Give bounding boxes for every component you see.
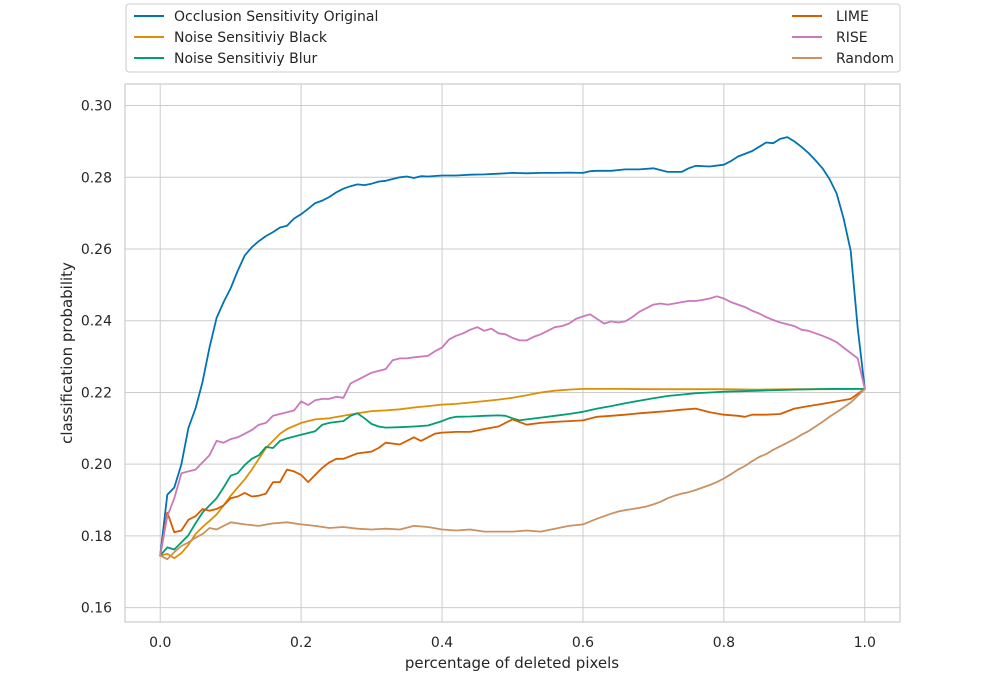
x-tick-label: 0.0	[149, 635, 171, 651]
grid	[125, 84, 900, 622]
y-tick-label: 0.30	[81, 99, 112, 115]
plot-area	[124, 83, 901, 623]
x-axis-label: percentage of deleted pixels	[405, 654, 619, 672]
legend-label: RISE	[836, 30, 868, 46]
y-tick-label: 0.28	[81, 170, 112, 186]
legend-box	[125, 3, 901, 73]
x-tick-label: 0.8	[713, 635, 735, 651]
y-tick-label: 0.20	[81, 457, 112, 473]
series-line-rise	[159, 295, 866, 557]
x-tick-labels: 0.0 0.2 0.4 0.6 0.8 1.0	[149, 635, 876, 651]
series-line-random	[159, 387, 866, 561]
y-axis-label: classification probability	[58, 262, 76, 444]
legend-label: Noise Sensitiviy Black	[174, 30, 328, 46]
series-line-noise-sensitiviy-blur	[159, 387, 866, 557]
series-line-noise-sensitiviy-black	[159, 387, 866, 560]
legend-label: Occlusion Sensitivity Original	[174, 9, 378, 25]
y-tick-label: 0.16	[81, 601, 112, 617]
y-tick-label: 0.24	[81, 314, 112, 330]
x-tick-label: 1.0	[854, 635, 876, 651]
y-tick-label: 0.26	[81, 242, 112, 258]
legend-label: Random	[836, 51, 894, 67]
y-tick-label: 0.22	[81, 385, 112, 401]
series-line-lime	[159, 387, 866, 557]
y-tick-label: 0.18	[81, 529, 112, 545]
plot-frame	[124, 83, 901, 623]
series-lines	[159, 136, 866, 561]
legend-label: Noise Sensitiviy Blur	[174, 51, 317, 67]
x-tick-label: 0.4	[431, 635, 453, 651]
x-tick-label: 0.6	[572, 635, 594, 651]
legend: Occlusion Sensitivity Original Noise Sens…	[125, 3, 901, 73]
legend-label: LIME	[836, 9, 869, 25]
x-tick-label: 0.2	[290, 635, 312, 651]
y-tick-labels: 0.16 0.18 0.20 0.22 0.24 0.26 0.28 0.30	[81, 99, 112, 617]
series-line-occlusion-sensitivity-original	[159, 136, 866, 557]
